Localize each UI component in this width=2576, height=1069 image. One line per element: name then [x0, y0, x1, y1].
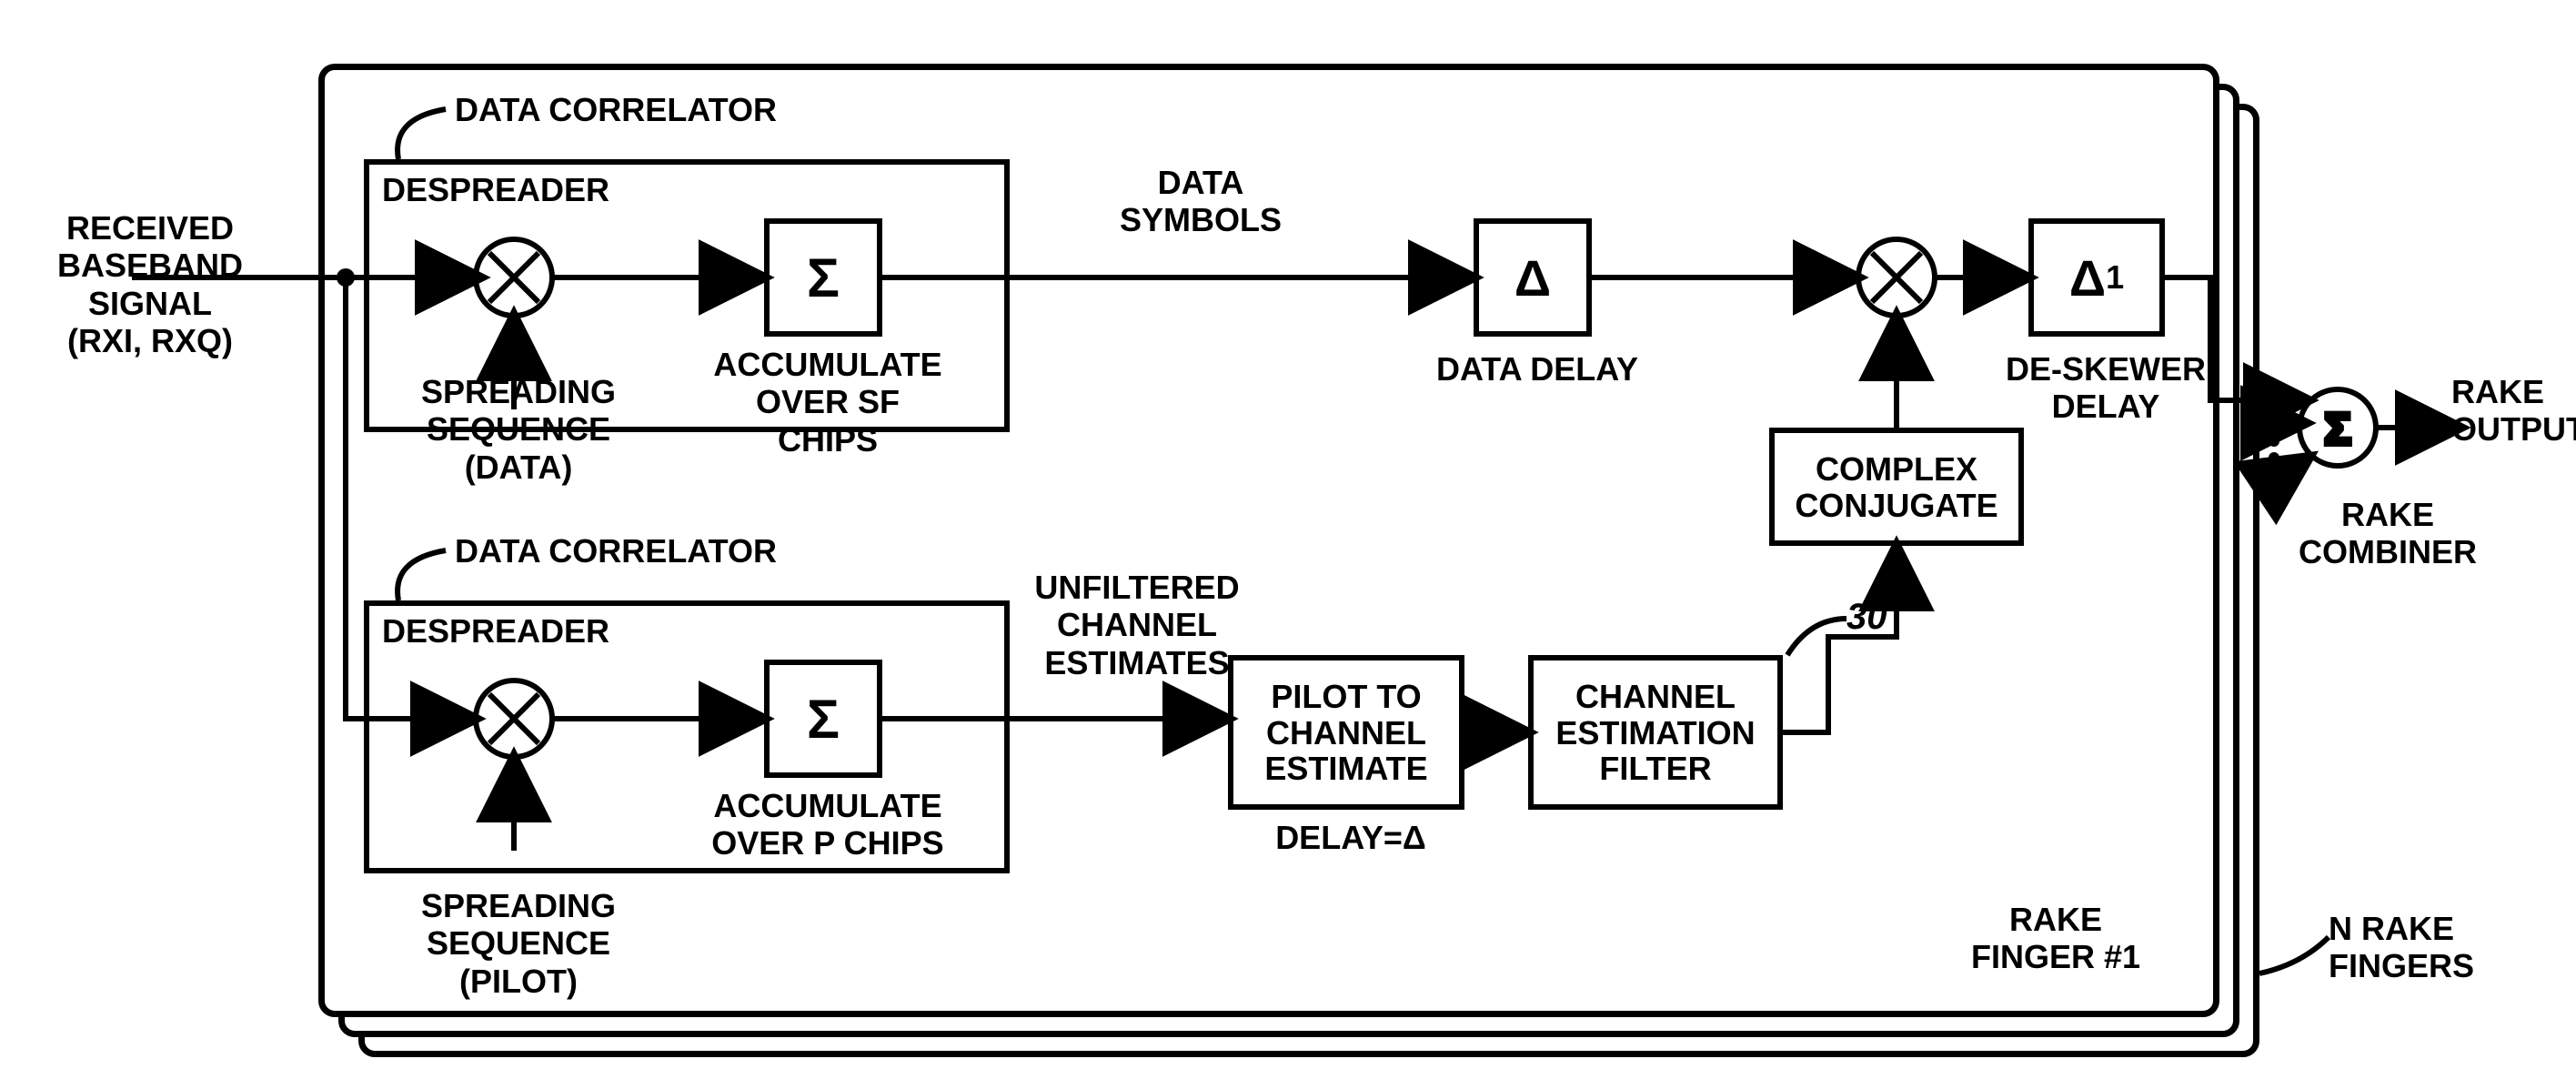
channel-est-filter-box: CHANNEL ESTIMATION FILTER — [1528, 655, 1783, 810]
deskewer-label: DE-SKEWER DELAY — [1987, 350, 2224, 426]
channel-est-filter-label: CHANNEL ESTIMATION FILTER — [1534, 679, 1777, 787]
accumulate-sf-label: ACCUMULATE OVER SF CHIPS — [705, 346, 951, 459]
data-symbols-label: DATA SYMBOLS — [1082, 164, 1319, 239]
sigma-bot-box: Σ — [764, 660, 882, 778]
deskewer-symbol: Δ1 — [2034, 224, 2159, 331]
data-delay-box: Δ — [1474, 218, 1592, 337]
unfiltered-label: UNFILTERED CHANNEL ESTIMATES — [1010, 569, 1264, 681]
delay-eq-label: DELAY=Δ — [1260, 819, 1442, 856]
diagram-canvas: DESPREADER DESPREADER Σ Σ Δ Δ1 PILOT TO … — [0, 0, 2576, 1069]
data-delay-label: DATA DELAY — [1428, 350, 1646, 388]
despreader-bot-label: DESPREADER — [382, 612, 609, 650]
rake-finger1-label: RAKE FINGER #1 — [1937, 901, 2174, 976]
rake-combiner-circle: Σ — [2299, 389, 2376, 466]
sigma-top-box: Σ — [764, 218, 882, 337]
pilot-to-channel-label: PILOT TO CHANNEL ESTIMATE — [1233, 679, 1459, 787]
data-correlator-bot-label: DATA CORRELATOR — [455, 532, 777, 570]
data-correlator-top-label: DATA CORRELATOR — [455, 91, 777, 128]
rake-output-label: RAKE OUTPUT — [2451, 373, 2576, 449]
ref30-label: 30 — [1846, 596, 1887, 638]
complex-conjugate-box: COMPLEX CONJUGATE — [1769, 428, 2024, 546]
complex-conjugate-label: COMPLEX CONJUGATE — [1775, 451, 2018, 523]
despreader-top-label: DESPREADER — [382, 171, 609, 208]
input-label: RECEIVED BASEBAND SIGNAL (RXI, RXQ) — [0, 209, 300, 360]
rake-combiner-label: RAKE COMBINER — [2274, 496, 2501, 571]
deskewer-box: Δ1 — [2028, 218, 2165, 337]
sigma-bot-symbol: Σ — [770, 665, 877, 772]
spreading-pilot-label: SPREADING SEQUENCE (PILOT) — [391, 887, 646, 1000]
sigma-top-symbol: Σ — [770, 224, 877, 331]
svg-text:Σ: Σ — [2325, 406, 2351, 454]
data-delay-symbol: Δ — [1479, 224, 1586, 331]
accumulate-p-label: ACCUMULATE OVER P CHIPS — [705, 787, 951, 862]
n-rake-fingers-label: N RAKE FINGERS — [2329, 910, 2547, 985]
spreading-data-label: SPREADING SEQUENCE (DATA) — [391, 373, 646, 486]
